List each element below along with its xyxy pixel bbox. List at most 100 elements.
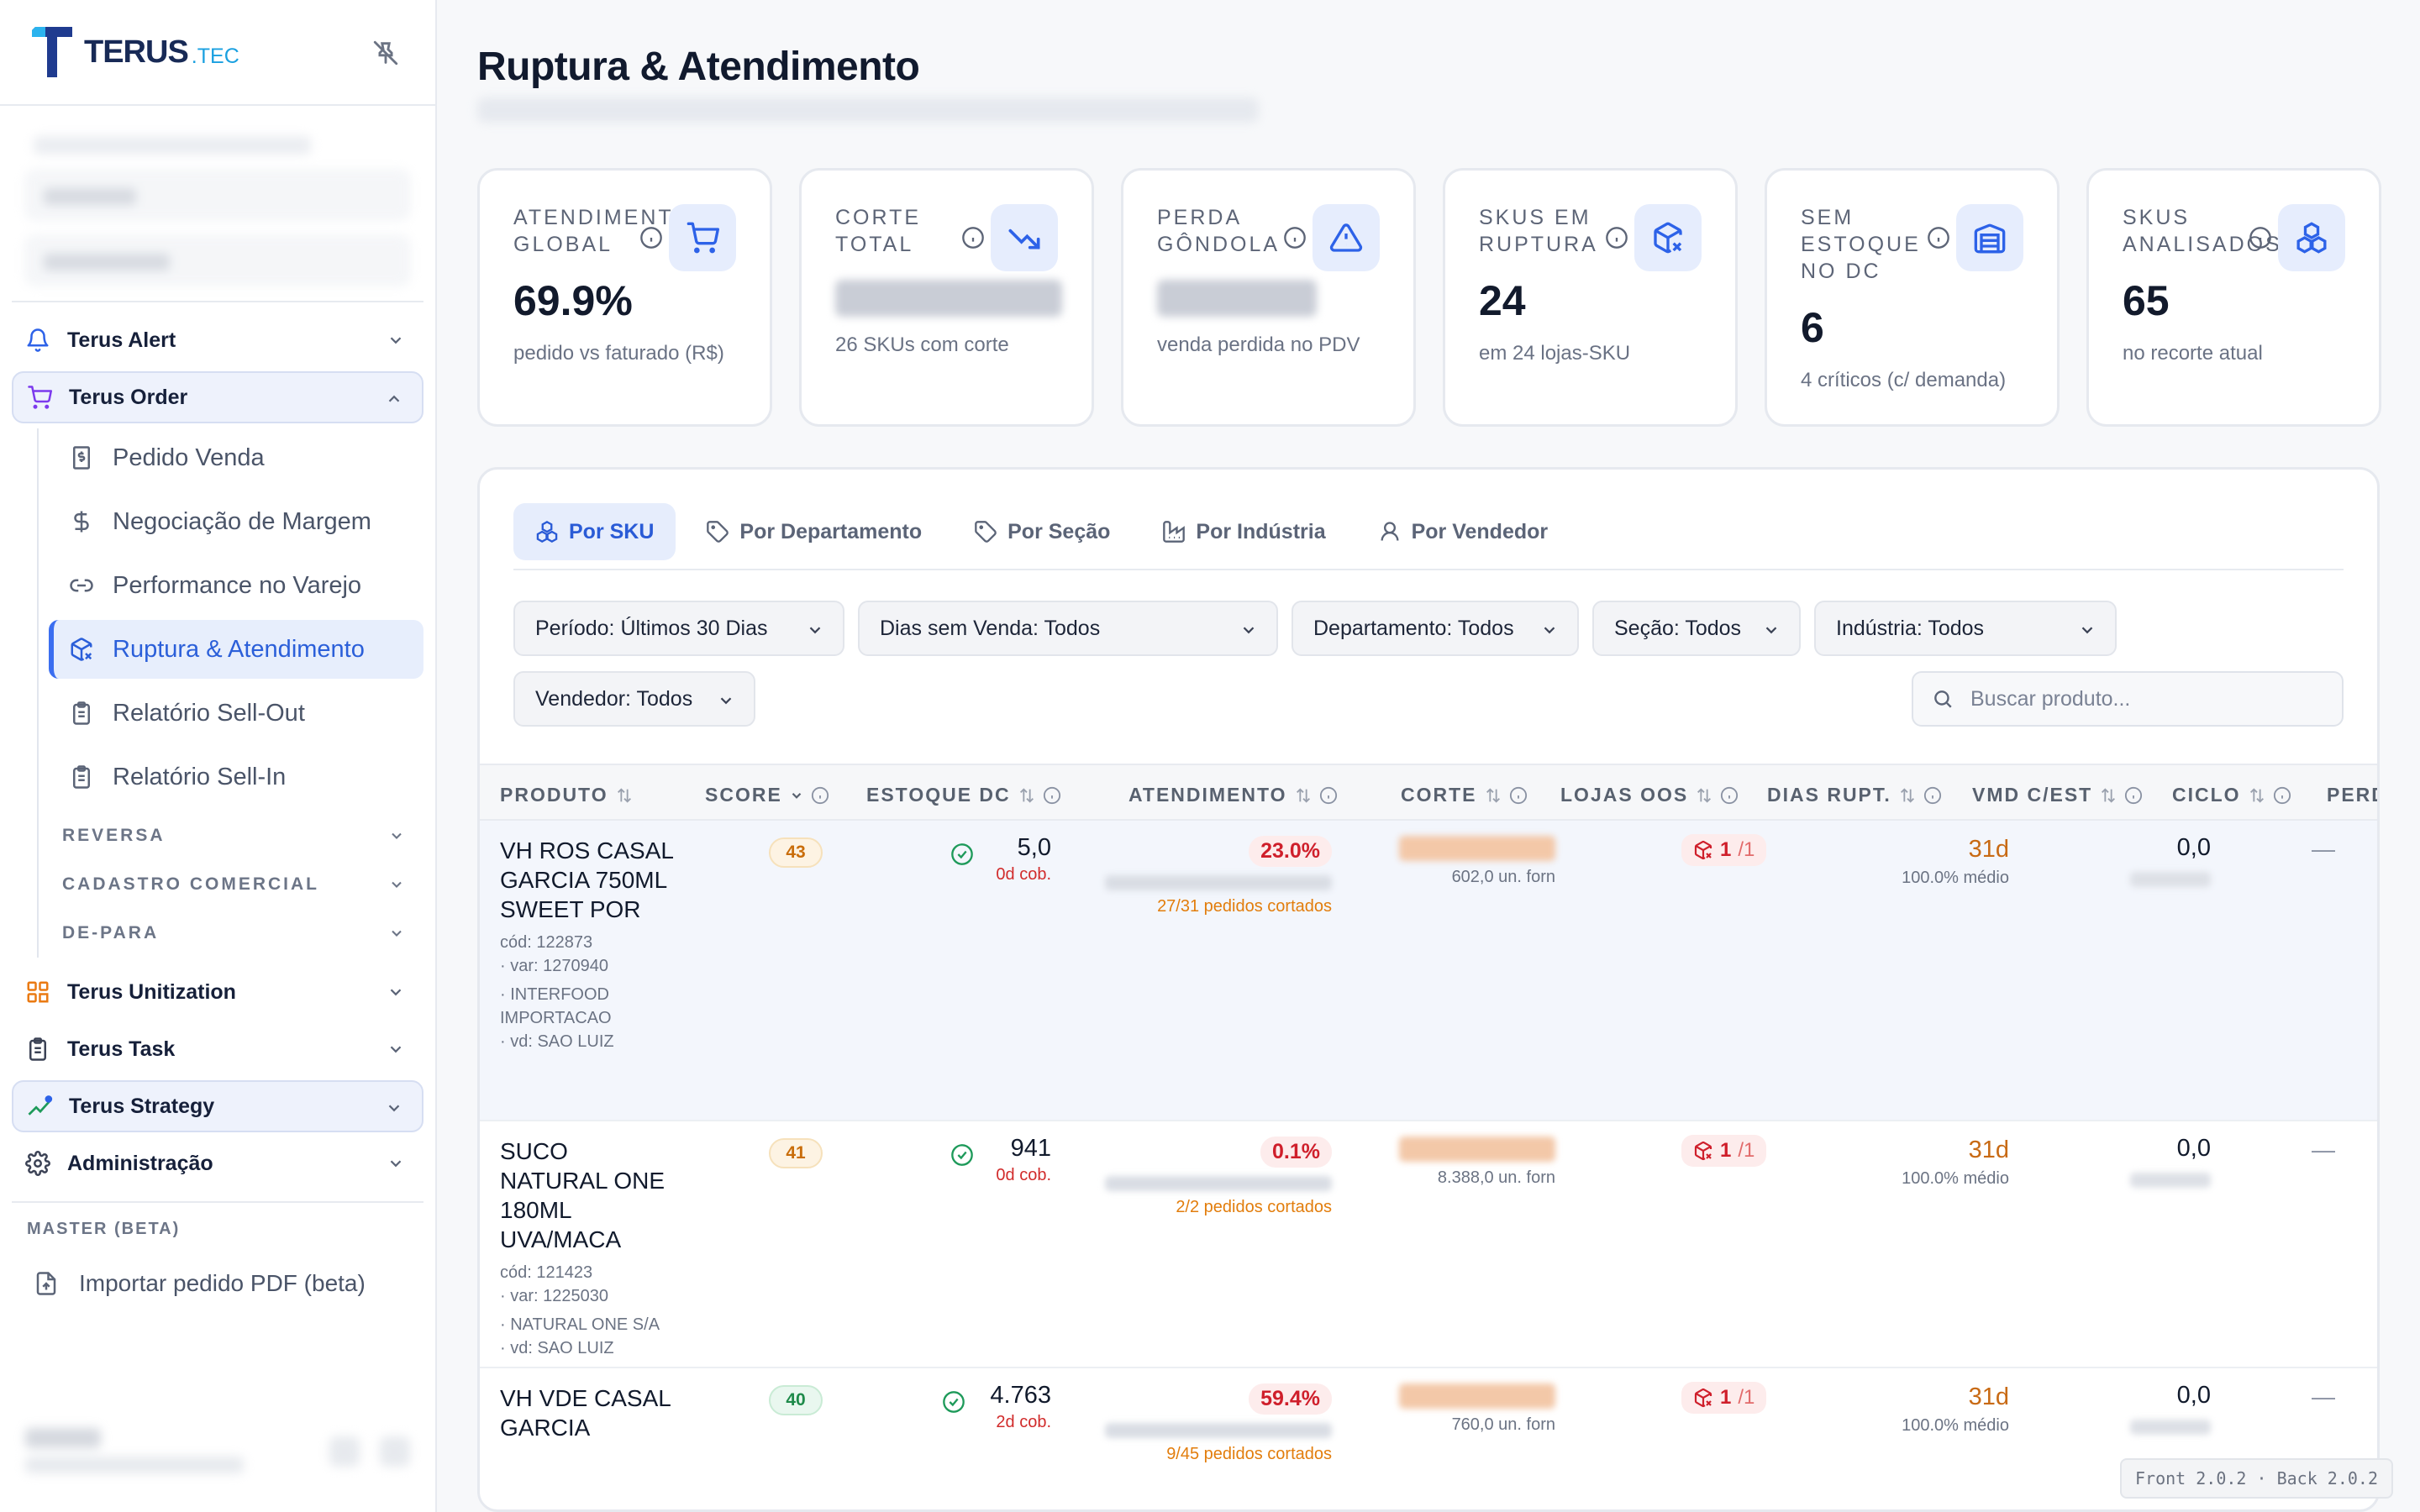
group-cadastro-comercial[interactable]: CADASTRO COMERCIAL bbox=[62, 860, 424, 909]
lojas-oos-badge[interactable]: 1/1 bbox=[1681, 834, 1767, 866]
info-icon[interactable] bbox=[1720, 786, 1739, 805]
user-profile[interactable] bbox=[25, 1420, 410, 1487]
module-terus-alert[interactable]: Terus Alert bbox=[12, 314, 424, 366]
table-row[interactable]: VH ROS CASAL GARCIA 750ML SWEET POR cód:… bbox=[480, 821, 2377, 1121]
chevron-down-icon bbox=[387, 1154, 405, 1173]
info-icon[interactable] bbox=[1605, 226, 1628, 249]
import-pdf-label: Importar pedido PDF (beta) bbox=[79, 1270, 366, 1296]
menu-performance-varejo[interactable]: Performance no Varejo bbox=[49, 556, 424, 615]
vmd-cell: 0,0 bbox=[2043, 1382, 2211, 1435]
product-search-input[interactable]: Buscar produto... bbox=[1912, 671, 2344, 727]
periodo-select[interactable]: Período: Últimos 30 Dias bbox=[513, 601, 844, 656]
vmd-cell: 0,0 bbox=[2043, 834, 2211, 887]
group-reversa[interactable]: REVERSA bbox=[62, 811, 424, 860]
col-estoque-dc[interactable]: ESTOQUE DC bbox=[866, 784, 1061, 806]
tab-por-sku[interactable]: Por SKU bbox=[513, 503, 676, 560]
product-vendor: · vd: SAO LUIZ bbox=[500, 1339, 614, 1357]
import-pdf-button[interactable]: Importar pedido PDF (beta) bbox=[20, 1254, 415, 1313]
select-value: Indústria: Todos bbox=[1836, 616, 1985, 640]
col-corte[interactable]: CORTE bbox=[1401, 784, 1528, 806]
col-vmd-c-est[interactable]: VMD C/EST bbox=[1972, 784, 2143, 806]
col-dias-rupt[interactable]: DIAS RUPT. bbox=[1767, 784, 1942, 806]
oos-total: /1 bbox=[1738, 1139, 1755, 1162]
kpi-desc: venda perdida no PDV bbox=[1157, 333, 1360, 356]
kpi-value: 69.9% bbox=[513, 277, 633, 324]
info-icon[interactable] bbox=[2249, 226, 2272, 249]
table-row[interactable]: SUCO NATURAL ONE 180ML UVA/MACA cód: 121… bbox=[480, 1121, 2377, 1368]
kpi-desc: em 24 lojas-SKU bbox=[1479, 342, 1631, 365]
vendedor-select[interactable]: Vendedor: Todos bbox=[513, 671, 755, 727]
secao-select[interactable]: Seção: Todos bbox=[1592, 601, 1801, 656]
module-terus-strategy[interactable]: Terus Strategy bbox=[12, 1080, 424, 1132]
info-icon[interactable] bbox=[811, 786, 829, 805]
stock-value: 941 bbox=[1010, 1135, 1051, 1162]
info-icon[interactable] bbox=[1927, 226, 1950, 249]
col-label: DIAS RUPT. bbox=[1767, 784, 1891, 806]
module-administracao[interactable]: Administração bbox=[12, 1137, 424, 1189]
col-score[interactable]: SCORE bbox=[705, 784, 829, 806]
info-icon[interactable] bbox=[639, 226, 663, 249]
col-perda[interactable]: PERD bbox=[2327, 784, 2377, 806]
chevron-down-icon bbox=[1762, 621, 1781, 639]
module-label: Terus Strategy bbox=[69, 1094, 215, 1118]
kpi-card-atendimento: ATENDIMENTO GLOBAL 69.9% pedido vs fatur… bbox=[477, 168, 772, 427]
chevron-down-icon bbox=[1239, 621, 1258, 639]
atendimento-cell: 0.1% 2/2 pedidos cortados bbox=[1085, 1137, 1332, 1217]
redacted-value bbox=[2130, 872, 2211, 887]
tab-por-industria[interactable]: Por Indústria bbox=[1140, 503, 1347, 560]
module-terus-order[interactable]: Terus Order bbox=[12, 371, 424, 423]
filter-select[interactable] bbox=[25, 235, 410, 286]
menu-relatorio-sell-out[interactable]: Relatório Sell-Out bbox=[49, 684, 424, 743]
menu-negociacao-margem[interactable]: Negociação de Margem bbox=[49, 492, 424, 551]
store-select[interactable] bbox=[25, 170, 410, 220]
product-code: cód: 121423 bbox=[500, 1263, 593, 1282]
info-icon[interactable] bbox=[961, 226, 985, 249]
col-produto[interactable]: PRODUTO bbox=[500, 784, 634, 806]
group-de-para[interactable]: DE-PARA bbox=[62, 909, 424, 958]
pedidos-cortados: 2/2 pedidos cortados bbox=[1176, 1198, 1332, 1216]
module-terus-unitization[interactable]: Terus Unitization bbox=[12, 966, 424, 1018]
kpi-value-redacted bbox=[835, 280, 1062, 317]
info-icon[interactable] bbox=[1319, 786, 1338, 805]
col-ciclo[interactable]: CICLO bbox=[2172, 784, 2291, 806]
cart-icon bbox=[27, 385, 57, 410]
unpin-icon[interactable] bbox=[371, 39, 400, 67]
kpi-card-skus-analisados: SKUS ANALISADOS 65 no recorte atual bbox=[2086, 168, 2381, 427]
menu-label: Relatório Sell-In bbox=[113, 763, 287, 790]
tab-por-secao[interactable]: Por Seção bbox=[952, 503, 1132, 560]
info-icon[interactable] bbox=[1283, 226, 1307, 249]
tab-por-vendedor[interactable]: Por Vendedor bbox=[1356, 503, 1570, 560]
table-row[interactable]: VH VDE CASAL GARCIA 40 4.763 2d cob. 59.… bbox=[480, 1368, 2377, 1509]
info-icon[interactable] bbox=[2273, 786, 2291, 805]
info-icon[interactable] bbox=[1043, 786, 1061, 805]
col-label: PRODUTO bbox=[500, 784, 608, 806]
industria-select[interactable]: Indústria: Todos bbox=[1814, 601, 2117, 656]
vmd-value: 0,0 bbox=[2176, 1382, 2211, 1409]
tab-por-departamento[interactable]: Por Departamento bbox=[684, 503, 944, 560]
lojas-oos-badge[interactable]: 1/1 bbox=[1681, 1135, 1767, 1167]
menu-relatorio-sell-in[interactable]: Relatório Sell-In bbox=[49, 748, 424, 806]
info-icon[interactable] bbox=[1923, 786, 1942, 805]
info-icon[interactable] bbox=[2124, 786, 2143, 805]
store-selector[interactable] bbox=[0, 106, 435, 286]
gear-icon bbox=[25, 1151, 55, 1176]
departamento-select[interactable]: Departamento: Todos bbox=[1292, 601, 1579, 656]
tag-icon bbox=[974, 520, 997, 543]
col-label: VMD C/EST bbox=[1972, 784, 2093, 806]
package-x-icon bbox=[69, 637, 113, 662]
corte-units: 760,0 un. forn bbox=[1451, 1415, 1555, 1434]
col-lojas-oos[interactable]: LOJAS OOS bbox=[1560, 784, 1739, 806]
info-icon[interactable] bbox=[1509, 786, 1528, 805]
menu-pedido-venda[interactable]: Pedido Venda bbox=[49, 428, 424, 487]
product-name: VH VDE CASAL GARCIA bbox=[500, 1385, 671, 1441]
pedidos-cortados: 27/31 pedidos cortados bbox=[1157, 897, 1332, 916]
dias-sem-venda-select[interactable]: Dias sem Venda: Todos bbox=[858, 601, 1278, 656]
module-terus-task[interactable]: Terus Task bbox=[12, 1023, 424, 1075]
warehouse-icon bbox=[1956, 204, 2023, 271]
col-atendimento[interactable]: ATENDIMENTO bbox=[1128, 784, 1338, 806]
brand-header: TERUS .TEC bbox=[0, 0, 435, 106]
dias-medio: 100.0% médio bbox=[1902, 1169, 2009, 1188]
menu-ruptura-atendimento[interactable]: Ruptura & Atendimento bbox=[49, 620, 424, 679]
lojas-oos-badge[interactable]: 1/1 bbox=[1681, 1382, 1767, 1414]
terus-logo[interactable]: TERUS .TEC bbox=[29, 25, 239, 79]
